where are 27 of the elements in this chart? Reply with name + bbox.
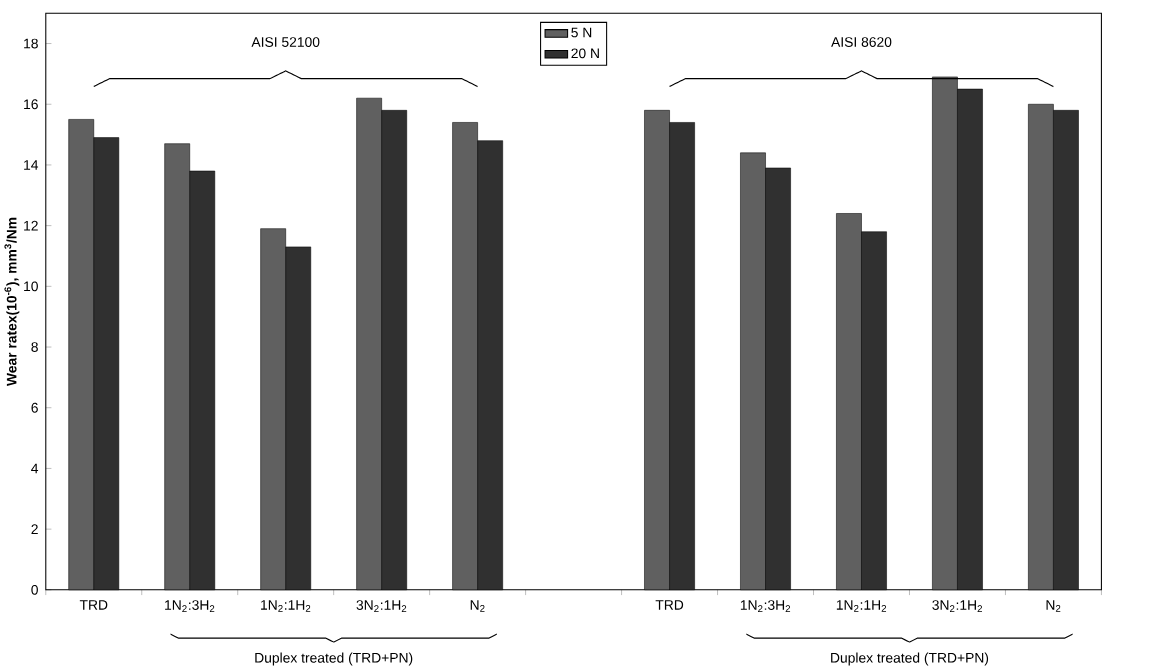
- x-tick-label: TRD: [655, 600, 684, 610]
- x-tick-label: 1N$_{2}$:1H$_{2}$: [261, 600, 311, 612]
- text: Duplex treated (TRD+PN): [255, 652, 413, 666]
- x-tick-label: 3N$_{2}$:1H$_{2}$: [356, 600, 407, 613]
- y-tick-label: 0: [31, 584, 38, 595]
- y-tick-label: 16: [24, 99, 38, 110]
- text: Duplex treated (TRD+PN): [831, 652, 989, 666]
- x-tick-label: N$_{2}$: [470, 600, 485, 612]
- annotation: AISI 8620: [831, 37, 892, 47]
- x-tick-label: TRD: [79, 600, 108, 610]
- legend-label: 5 N: [571, 27, 592, 38]
- text: Wear ratex(10$^{-6}$), mm$^{3}$/Nm: [4, 217, 20, 387]
- x-tick-label: N$_{2}$: [1046, 600, 1061, 612]
- y-tick-label: 14: [24, 160, 39, 170]
- y-tick-label: 18: [24, 38, 38, 49]
- x-tick-label: 1N$_{2}$:3H$_{2}$: [165, 600, 215, 613]
- x-tick-label: 1N$_{2}$:1H$_{2}$: [836, 600, 887, 612]
- y-tick-label: 8: [31, 342, 38, 353]
- y-tick-label: 10: [24, 281, 38, 292]
- y-tick-label: 6: [31, 402, 38, 413]
- annotation: AISI 52100: [251, 37, 320, 47]
- x-tick-label: 3N$_{2}$:1H$_{2}$: [932, 600, 982, 613]
- x-tick-label: 1N$_{2}$:3H$_{2}$: [740, 600, 791, 613]
- y-tick-label: 2: [31, 524, 38, 535]
- legend-label: 20 N: [571, 48, 599, 59]
- y-tick-label: 4: [31, 463, 39, 474]
- y-tick-label: 12: [24, 220, 38, 231]
